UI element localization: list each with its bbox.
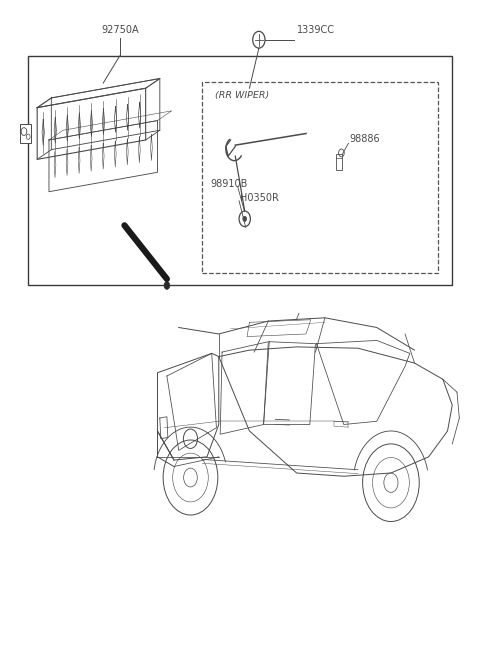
Circle shape — [164, 282, 170, 290]
Bar — [20, 124, 31, 143]
Text: 98910B: 98910B — [211, 179, 248, 189]
Text: 92750A: 92750A — [101, 25, 139, 35]
Circle shape — [243, 216, 247, 221]
Bar — [202, 82, 438, 272]
Text: H0350R: H0350R — [240, 193, 278, 203]
Text: 98886: 98886 — [349, 134, 380, 143]
Text: (RR WIPER): (RR WIPER) — [215, 92, 269, 100]
Text: 1339CC: 1339CC — [297, 25, 335, 35]
Bar — [28, 56, 452, 286]
Bar — [336, 153, 342, 170]
